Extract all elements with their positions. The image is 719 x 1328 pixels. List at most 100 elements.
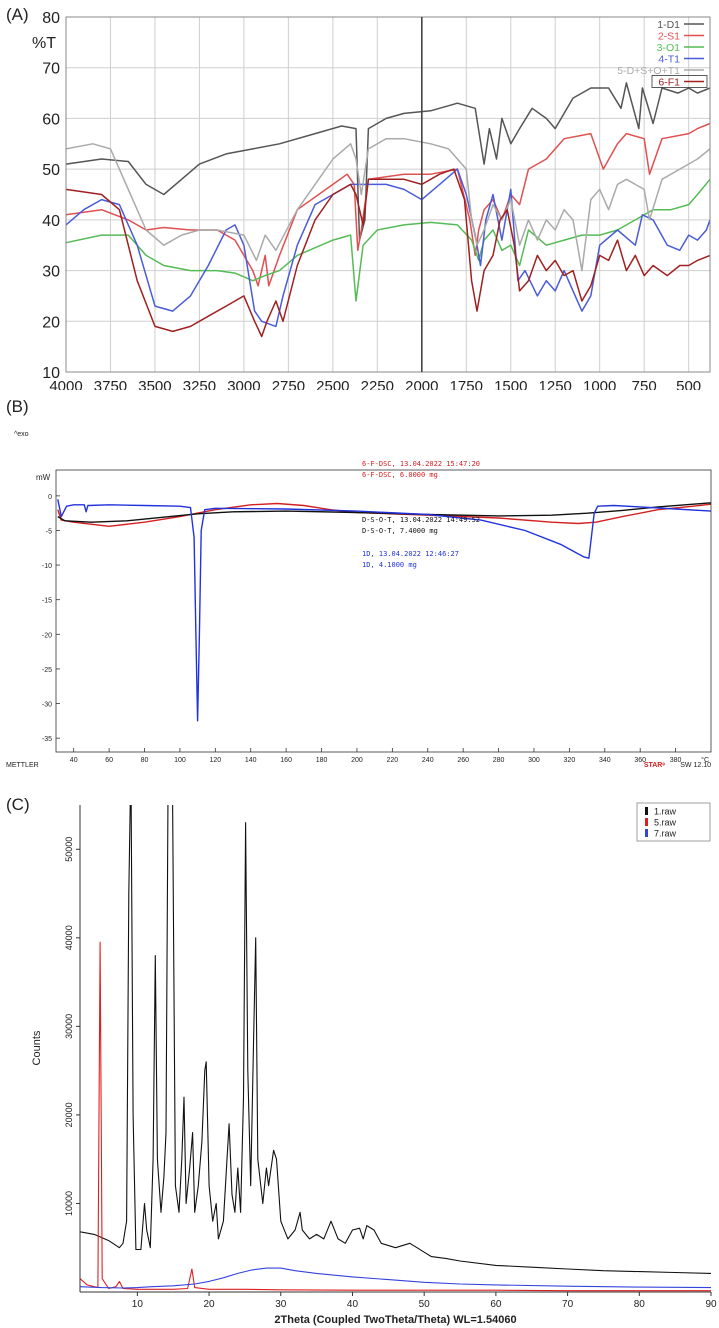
annotation-2-line-1: D-S-O-T, 13.04.2022 14:49:52 bbox=[362, 516, 480, 524]
y-tick-label-0: 0 bbox=[48, 494, 52, 501]
chart-c-axes: 10000 20000 30000 40000 50000 10 20 30 40 50 60 70 8… bbox=[31, 805, 717, 1326]
x-tick-label-2: 30 bbox=[275, 1299, 287, 1310]
x-tick-label-4: 50 bbox=[419, 1299, 431, 1310]
y-tick-label-7: -35 bbox=[42, 736, 52, 743]
legend-label-3: 7.raw bbox=[654, 829, 677, 839]
y-tick-label-5: 60 bbox=[42, 111, 60, 128]
annotation-1-line-2: 6-F-DSC, 6.0000 mg bbox=[362, 471, 438, 479]
series-line-4 bbox=[65, 168, 711, 328]
y-tick-label-4: 50 bbox=[42, 162, 60, 179]
x-tick-label-8: 2000 bbox=[405, 378, 438, 390]
legend-label-5: 5-D+S+O+T1 bbox=[617, 65, 680, 77]
x-tick-label-0: 4000 bbox=[49, 378, 82, 390]
x-tick-label-1: 60 bbox=[105, 757, 113, 764]
x-tick-label-10: 240 bbox=[422, 757, 434, 764]
y-tick-label-6: 70 bbox=[42, 61, 60, 78]
annotation-1-line-1: 6-F-DSC, 13.04.2022 15:47:20 bbox=[362, 460, 480, 468]
y-tick-label-6: -30 bbox=[42, 702, 52, 709]
series-line-3 bbox=[65, 178, 711, 302]
x-tick-label-0: 40 bbox=[70, 757, 78, 764]
y-tick-label-4: -20 bbox=[42, 632, 52, 639]
legend-label-1: 1.raw bbox=[654, 807, 677, 817]
y-tick-label-7: 80 bbox=[42, 10, 60, 27]
x-tick-label-7: 2250 bbox=[361, 378, 394, 390]
y-tick-label-3: 40 bbox=[42, 213, 60, 230]
x-tick-label-2: 3500 bbox=[138, 378, 171, 390]
x-tick-label-6: 2500 bbox=[316, 378, 349, 390]
y-tick-label-3: -15 bbox=[42, 598, 52, 605]
panel-b: (B) mW ^exo 0 -5 -10 -15 -20 -25 -30 -35 40 60 80 100… bbox=[0, 392, 719, 780]
legend-label-1: 1-D1 bbox=[657, 19, 680, 31]
legend-swatch-3 bbox=[645, 829, 648, 837]
x-tick-label-5: 60 bbox=[490, 1299, 502, 1310]
series-line-1 bbox=[65, 82, 711, 241]
annotation-3-line-2: 1D, 4.1000 mg bbox=[362, 561, 417, 569]
chart-a-axes: 10 20 30 40 50 60 70 80 4000 3750 3500 3250 3000 2750… bbox=[32, 10, 711, 390]
x-tick-label-13: 750 bbox=[632, 378, 657, 390]
y-tick-label-1: 20000 bbox=[64, 1102, 74, 1127]
x-tick-label-3: 100 bbox=[174, 757, 186, 764]
y-tick-label-0: 10 bbox=[42, 365, 60, 382]
exo-label: ^exo bbox=[14, 431, 29, 438]
series-line-7-raw bbox=[80, 1267, 711, 1289]
x-tick-label-6: 160 bbox=[280, 757, 292, 764]
x-tick-label-3: 3250 bbox=[183, 378, 216, 390]
legend-label-4: 4-T1 bbox=[658, 54, 680, 66]
annotation-3-line-1: 1D, 13.04.2022 12:46:27 bbox=[362, 550, 459, 558]
x-tick-label-9: 220 bbox=[387, 757, 399, 764]
chart-a-series bbox=[65, 82, 711, 338]
plot-frame bbox=[55, 469, 712, 753]
series-line-2 bbox=[65, 122, 711, 287]
x-tick-label-0: 10 bbox=[132, 1299, 144, 1310]
x-tick-label-1: 20 bbox=[204, 1299, 216, 1310]
x-tick-label-1: 3750 bbox=[94, 378, 127, 390]
y-tick-label-4: 50000 bbox=[64, 837, 74, 862]
x-tick-label-5: 2750 bbox=[272, 378, 305, 390]
series-line-6 bbox=[65, 168, 711, 338]
series-line-5-raw bbox=[80, 941, 711, 1292]
x-tick-label-7: 80 bbox=[634, 1299, 646, 1310]
x-tick-label-5: 140 bbox=[245, 757, 257, 764]
x-tick-label-14: 320 bbox=[564, 757, 576, 764]
legend-label-2: 5.raw bbox=[654, 818, 677, 828]
legend-swatch-2 bbox=[645, 818, 648, 826]
x-tick-label-11: 1250 bbox=[539, 378, 572, 390]
annotation-2-line-2: D-S-O-T, 7.4000 mg bbox=[362, 527, 438, 535]
y-tick-label-2: -10 bbox=[42, 563, 52, 570]
y-axis-label: %T bbox=[32, 35, 56, 52]
y-axis-label: Counts bbox=[31, 1030, 43, 1065]
x-tick-label-8: 90 bbox=[705, 1299, 717, 1310]
x-tick-label-3: 40 bbox=[347, 1299, 359, 1310]
chart-b-svg: (B) mW ^exo 0 -5 -10 -15 -20 -25 -30 -35 40 60 80 100… bbox=[6, 397, 712, 769]
x-tick-label-10: 1500 bbox=[494, 378, 527, 390]
y-tick-label-2: 30000 bbox=[64, 1014, 74, 1039]
chart-b-axes: mW ^exo 0 -5 -10 -15 -20 -25 -30 -35 40 60 80 100 120 1… bbox=[6, 431, 712, 769]
footer-left: METTLER bbox=[6, 762, 39, 769]
x-tick-label-14: 500 bbox=[676, 378, 701, 390]
series-line-1d bbox=[57, 499, 712, 722]
panel-a: (A) 10 20 30 40 50 60 70 80 4000 3750 3500 3250 3000… bbox=[0, 0, 719, 390]
x-tick-label-9: 1750 bbox=[450, 378, 483, 390]
panel-c: (C) 10000 20000 30000 40000 50000 10 20 30 40 50 6… bbox=[0, 790, 719, 1328]
plot-frame bbox=[65, 16, 711, 373]
panel-c-label: (C) bbox=[6, 795, 30, 814]
y-axis-label: mW bbox=[36, 473, 51, 482]
x-tick-label-2: 80 bbox=[141, 757, 149, 764]
x-tick-label-12: 280 bbox=[493, 757, 505, 764]
y-tick-label-1: -5 bbox=[46, 528, 52, 535]
footer-right: SW 12.10 bbox=[680, 762, 711, 769]
x-axis-unit: °C bbox=[701, 756, 709, 764]
chart-c-series bbox=[80, 805, 711, 1292]
x-tick-label-17: 380 bbox=[670, 757, 682, 764]
legend-label-3: 3-O1 bbox=[657, 42, 681, 54]
x-tick-label-7: 180 bbox=[316, 757, 328, 764]
y-tick-label-5: -25 bbox=[42, 667, 52, 674]
legend-label-6: 6-F1 bbox=[658, 77, 680, 89]
series-line-5 bbox=[65, 137, 711, 272]
chart-c-svg: (C) 10000 20000 30000 40000 50000 10 20 30 40 50 6… bbox=[6, 795, 717, 1326]
legend-label-2: 2-S1 bbox=[658, 31, 680, 43]
chart-b-series bbox=[57, 499, 712, 722]
x-tick-label-8: 200 bbox=[351, 757, 363, 764]
x-tick-label-16: 360 bbox=[634, 757, 646, 764]
panel-b-label: (B) bbox=[6, 397, 29, 416]
